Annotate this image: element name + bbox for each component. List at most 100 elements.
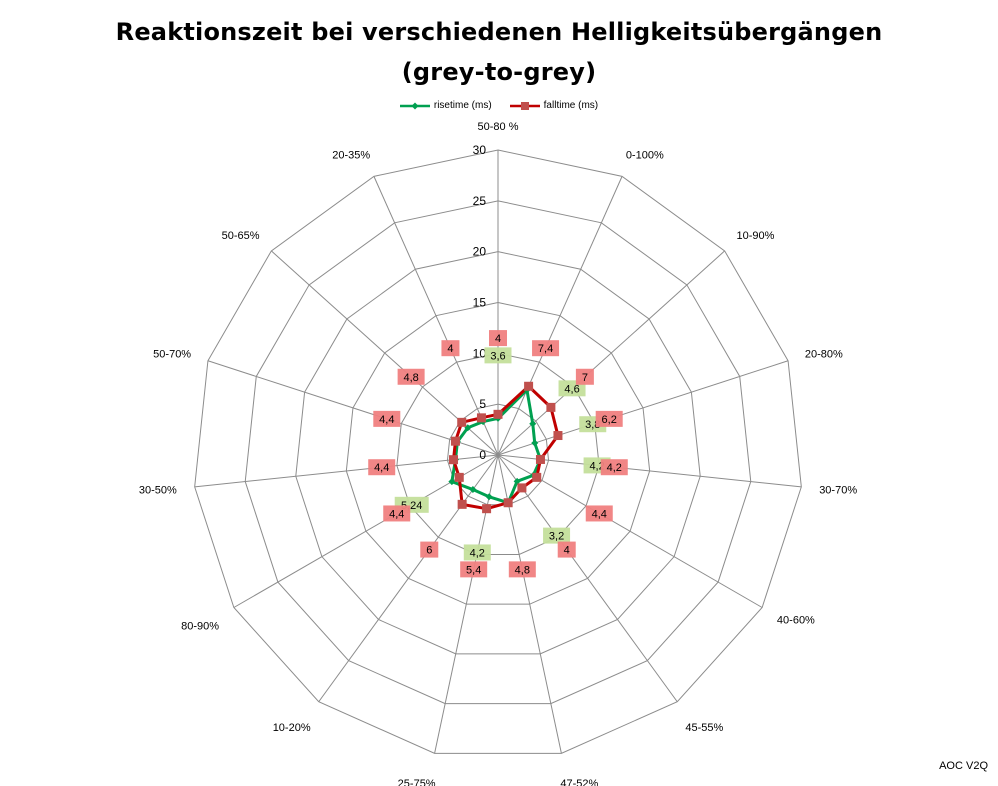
- falltime-marker: [457, 499, 467, 509]
- falltime-label-bg: [383, 505, 411, 522]
- falltime-marker: [476, 413, 486, 423]
- falltime-label-bg: [557, 541, 576, 558]
- risetime-data-label: 4,6: [564, 383, 579, 395]
- falltime-data-label: 4: [564, 545, 570, 557]
- falltime-marker: [517, 483, 527, 493]
- grid-spoke: [207, 360, 499, 456]
- grid-ring: [194, 149, 802, 754]
- category-label: 80-90%: [181, 621, 219, 633]
- grid-ring: [295, 251, 701, 655]
- falltime-label-bg: [600, 459, 628, 476]
- falltime-data-label: 4,8: [403, 372, 418, 384]
- axis-tick-label: 5: [479, 397, 486, 411]
- category-label: 20-35%: [332, 149, 370, 161]
- falltime-data-label: 6,2: [602, 414, 617, 426]
- falltime-marker: [546, 402, 556, 412]
- falltime-label-bg: [368, 459, 396, 476]
- risetime-data-label: 3,2: [549, 531, 564, 543]
- category-label: 50-65%: [222, 230, 260, 242]
- legend-swatch-risetime: [399, 102, 430, 109]
- risetime-label-bg: [463, 544, 491, 561]
- watermark: AOC V2Q: [939, 760, 988, 772]
- category-label: 30-50%: [139, 484, 177, 496]
- falltime-data-label: 4,4: [592, 508, 607, 520]
- category-label: 30-70%: [819, 484, 857, 496]
- risetime-label-bg: [543, 527, 571, 544]
- falltime-label-bg: [373, 410, 401, 427]
- grid-spoke: [497, 454, 678, 703]
- falltime-label-bg: [460, 561, 488, 578]
- falltime-label-bg: [575, 368, 594, 385]
- falltime-label-bg: [397, 368, 425, 385]
- grid-ring: [244, 200, 752, 705]
- falltime-data-label: 4: [447, 343, 453, 355]
- falltime-marker: [532, 472, 542, 482]
- risetime-marker: [531, 439, 539, 447]
- falltime-label-bg: [508, 561, 536, 578]
- falltime-data-label: 4: [495, 333, 501, 345]
- risetime-label-bg: [484, 347, 512, 364]
- falltime-marker: [457, 417, 467, 427]
- category-label: 40-60%: [777, 615, 815, 627]
- falltime-data-label: 4,4: [374, 462, 389, 474]
- grid-spoke: [497, 454, 763, 608]
- grid-spoke: [373, 176, 499, 456]
- category-label: 25-75%: [398, 778, 436, 786]
- falltime-label-bg: [489, 330, 507, 347]
- category-label: 20-80%: [805, 348, 843, 360]
- legend-item-risetime: risetime (ms): [399, 100, 492, 111]
- axis-tick-label: 20: [473, 245, 487, 259]
- falltime-marker: [493, 409, 503, 419]
- risetime-marker: [485, 493, 493, 501]
- legend: risetime (ms) falltime (ms): [0, 100, 998, 111]
- grid-spoke: [497, 454, 802, 488]
- falltime-data-label: 4,2: [607, 462, 622, 474]
- grid-spoke: [194, 454, 499, 488]
- falltime-data-label: 4,4: [389, 508, 404, 520]
- category-label: 45-55%: [685, 722, 723, 734]
- falltime-data-label: 6: [426, 545, 432, 557]
- falltime-marker: [503, 498, 513, 508]
- grid-ring: [396, 352, 600, 555]
- category-label: 50-70%: [153, 348, 191, 360]
- falltime-label-bg: [585, 505, 613, 522]
- falltime-marker: [482, 504, 492, 514]
- category-label: 0-100%: [626, 149, 664, 161]
- axis-tick-label: 0: [479, 448, 486, 462]
- axis-tick-label: 10: [473, 346, 487, 360]
- falltime-marker: [553, 431, 563, 441]
- category-label: 10-20%: [273, 722, 311, 734]
- falltime-data-label: 4,4: [379, 414, 394, 426]
- falltime-label-bg: [595, 410, 623, 427]
- falltime-marker: [454, 472, 464, 482]
- legend-label-falltime: falltime (ms): [543, 100, 599, 111]
- falltime-label-bg: [441, 340, 460, 357]
- grid-spoke: [497, 250, 725, 456]
- risetime-marker: [469, 486, 477, 494]
- legend-label-risetime: risetime (ms): [433, 100, 492, 111]
- falltime-data-label: 5,4: [466, 564, 481, 576]
- risetime-data-label: 3,6: [490, 350, 505, 362]
- falltime-label-bg: [420, 541, 439, 558]
- category-label: 50-80 %: [478, 121, 519, 133]
- falltime-marker: [524, 381, 534, 391]
- risetime-marker: [529, 420, 537, 428]
- grid-ring: [345, 301, 651, 605]
- falltime-data-label: 4,8: [515, 564, 530, 576]
- falltime-marker: [535, 454, 545, 464]
- axis-tick-label: 15: [473, 296, 487, 310]
- risetime-data-label: 4,2: [470, 547, 485, 559]
- falltime-line: [452, 384, 560, 511]
- risetime-marker: [513, 477, 521, 485]
- risetime-marker: [448, 478, 456, 486]
- grid-spoke: [318, 454, 499, 703]
- category-label: 10-90%: [736, 230, 774, 242]
- legend-item-falltime: falltime (ms): [509, 100, 599, 111]
- category-label: 47-52%: [560, 778, 598, 786]
- axis-tick-label: 30: [473, 143, 487, 157]
- falltime-marker: [450, 436, 460, 446]
- grid-spoke: [497, 360, 789, 456]
- legend-swatch-falltime: [509, 101, 540, 110]
- falltime-data-label: 7,4: [538, 343, 553, 355]
- risetime-line: [450, 388, 542, 505]
